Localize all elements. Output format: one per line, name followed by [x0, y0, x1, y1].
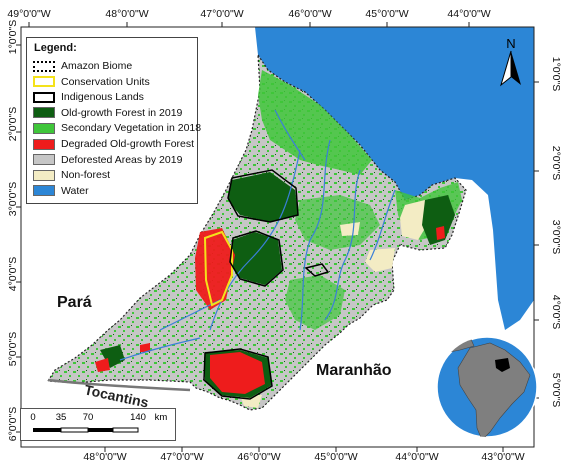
legend-swatch	[33, 169, 55, 181]
scale-tick-0: 0	[30, 412, 36, 423]
top-tick-4: 46°0'0"W	[288, 8, 332, 20]
legend-swatch	[33, 185, 55, 197]
secondary-veg-north	[258, 70, 372, 175]
legend-item: Indigenous Lands	[33, 90, 144, 104]
legend-item: Old-growth Forest in 2019	[33, 106, 182, 120]
top-tick-3: 47°0'0"W	[200, 8, 244, 20]
legend-swatch	[33, 76, 55, 88]
left-tick-6: 6°0'0"S	[7, 406, 19, 442]
right-tick-1: 1°0'0"S	[550, 56, 562, 92]
non-forest-1	[400, 200, 430, 240]
old-growth-east	[422, 195, 455, 245]
indigenous-lands	[203, 169, 330, 400]
old-growth-north	[228, 172, 298, 222]
right-tick-2: 2°0'0"S	[550, 145, 562, 181]
legend-swatch	[33, 60, 55, 72]
bottom-tick-5: 44°0'0"W	[395, 451, 439, 463]
legend-item: Deforested Areas by 2019	[33, 153, 182, 167]
bottom-tick-4: 45°0'0"W	[314, 451, 358, 463]
right-tick-4: 4°0'0"S	[550, 294, 562, 330]
bottom-tick-2: 47°0'0"W	[160, 451, 204, 463]
legend-label: Secondary Vegetation in 2018	[61, 122, 202, 135]
legend-label: Degraded Old-growth Forest	[61, 138, 195, 150]
legend-item: Non-forest	[33, 168, 110, 182]
left-tick-1: 1°0'0"S	[7, 19, 19, 55]
brazil-study-region	[495, 358, 510, 372]
left-tick-2: 2°0'0"S	[7, 106, 19, 142]
old-growth-sw	[100, 345, 125, 368]
ocean	[255, 27, 534, 330]
legend-swatch	[33, 122, 55, 134]
legend-label: Conservation Units	[61, 75, 150, 88]
legend-item: Water	[33, 184, 89, 198]
legend-swatch	[33, 154, 55, 166]
non-forest-4	[340, 222, 360, 236]
legend-item: Degraded Old-growth Forest	[33, 137, 194, 151]
top-tick-5: 45°0'0"W	[365, 8, 409, 20]
scale-unit: km	[154, 412, 168, 423]
legend-item: Amazon Biome	[33, 59, 132, 73]
label-maranhao: Maranhão	[316, 362, 392, 379]
legend-title: Legend:	[34, 42, 77, 54]
top-tick-6: 44°0'0"W	[447, 8, 491, 20]
left-tick-5: 5°0'0"S	[7, 331, 19, 367]
frame-tick-marks	[16, 22, 539, 452]
scale-tick-70: 70	[82, 412, 94, 423]
legend-label: Amazon Biome	[61, 60, 133, 72]
legend-swatch	[33, 107, 55, 119]
legend-swatch	[33, 138, 55, 150]
top-tick-2: 48°0'0"W	[105, 8, 149, 20]
left-tick-4: 4°0'0"S	[7, 256, 19, 292]
legend-label: Indigenous Lands	[61, 91, 144, 104]
tocantins-river	[47, 378, 191, 392]
globe-inset	[436, 336, 538, 438]
legend: Legend: Amazon Biome Conservation Units In…	[26, 37, 201, 204]
right-tick-3: 3°0'0"S	[550, 219, 562, 255]
top-tick-1: 49°0'0"W	[7, 8, 51, 20]
legend-label: Deforested Areas by 2019	[61, 153, 183, 166]
rivers	[119, 109, 396, 361]
scale-bar: 0 35 70 140 km	[20, 408, 176, 441]
study-area	[46, 52, 467, 411]
scale-tick-140: 140	[130, 412, 146, 423]
legend-label: Water	[61, 184, 89, 197]
label-para: Pará	[57, 294, 92, 311]
left-tick-3: 3°0'0"S	[7, 181, 19, 217]
north-arrow-icon: N	[494, 35, 528, 91]
right-tick-5: 5°0'0"S	[550, 372, 562, 408]
degraded-south	[210, 352, 265, 394]
legend-item: Secondary Vegetation in 2018	[33, 121, 201, 135]
secondary-veg-south	[285, 275, 345, 330]
old-growth-mid	[230, 232, 282, 285]
bottom-tick-6: 43°0'0"W	[481, 451, 525, 463]
legend-label: Non-forest	[61, 169, 111, 182]
secondary-veg-mid	[295, 195, 380, 250]
scale-tick-35: 35	[55, 412, 67, 423]
north-label: N	[506, 36, 515, 51]
conservation-unit	[203, 230, 233, 307]
map-frame	[20, 26, 535, 448]
legend-label: Old-growth Forest in 2019	[61, 106, 183, 119]
bottom-tick-1: 48°0'0"W	[83, 451, 127, 463]
legend-swatch	[33, 91, 55, 103]
bottom-tick-3: 46°0'0"W	[237, 451, 281, 463]
legend-item: Conservation Units	[33, 75, 150, 89]
south-america	[457, 342, 531, 437]
